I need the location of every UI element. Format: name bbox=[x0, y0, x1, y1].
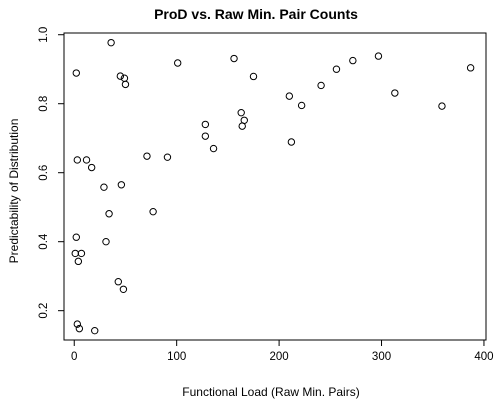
x-tick-label: 400 bbox=[474, 351, 493, 363]
data-point bbox=[75, 324, 84, 333]
data-point bbox=[73, 320, 82, 328]
data-point bbox=[287, 138, 296, 146]
data-point bbox=[173, 59, 182, 67]
x-tick-label: 300 bbox=[372, 351, 391, 363]
data-point bbox=[238, 122, 246, 130]
data-point bbox=[121, 80, 130, 89]
x-tick-label: 0 bbox=[71, 351, 77, 363]
data-point bbox=[72, 233, 80, 241]
x-tick-label: 100 bbox=[167, 351, 186, 363]
data-point bbox=[119, 285, 128, 293]
data-point bbox=[71, 249, 79, 258]
data-point bbox=[105, 210, 113, 218]
x-axis-label: Functional Load (Raw Min. Pairs) bbox=[182, 385, 359, 399]
data-point bbox=[391, 89, 399, 97]
data-point bbox=[73, 156, 82, 164]
y-tick-label: 0.2 bbox=[38, 303, 50, 319]
y-tick-label: 0.8 bbox=[38, 96, 50, 112]
data-point bbox=[297, 101, 306, 110]
data-point bbox=[466, 64, 475, 72]
data-point bbox=[100, 183, 108, 191]
data-point bbox=[87, 163, 96, 172]
data-point bbox=[209, 144, 218, 153]
data-point bbox=[116, 72, 125, 80]
data-point bbox=[237, 108, 245, 117]
data-point bbox=[117, 181, 126, 189]
data-points bbox=[71, 38, 475, 335]
x-tick-label: 200 bbox=[270, 351, 289, 363]
plot-frame bbox=[63, 32, 487, 341]
y-tick-label: 0.6 bbox=[38, 165, 50, 181]
y-axis: 0.2 0.4 0.6 0.8 1.0 bbox=[38, 27, 64, 319]
chart-title: ProD vs. Raw Min. Pair Counts bbox=[154, 6, 358, 22]
data-point bbox=[249, 72, 258, 81]
data-point bbox=[72, 69, 80, 77]
data-point bbox=[163, 153, 172, 161]
data-point bbox=[374, 52, 383, 60]
data-point bbox=[82, 156, 91, 164]
data-point bbox=[102, 237, 110, 246]
data-point bbox=[149, 207, 157, 216]
data-point bbox=[74, 257, 83, 266]
data-point bbox=[438, 102, 446, 110]
data-point bbox=[285, 92, 294, 100]
data-point bbox=[114, 278, 122, 286]
y-tick-label: 0.4 bbox=[38, 233, 50, 250]
data-point bbox=[201, 132, 210, 140]
data-point bbox=[107, 38, 115, 47]
data-point bbox=[77, 249, 86, 258]
data-point bbox=[91, 326, 99, 335]
y-tick-label: 1.0 bbox=[38, 27, 50, 43]
data-point bbox=[201, 120, 210, 129]
data-point bbox=[332, 65, 341, 73]
x-axis: 0 100 200 300 400 bbox=[71, 340, 494, 363]
data-point bbox=[317, 81, 325, 90]
data-point bbox=[230, 54, 238, 63]
data-point bbox=[349, 56, 357, 65]
y-axis-label: Predictability of Distribution bbox=[7, 119, 21, 264]
data-point bbox=[143, 152, 151, 160]
